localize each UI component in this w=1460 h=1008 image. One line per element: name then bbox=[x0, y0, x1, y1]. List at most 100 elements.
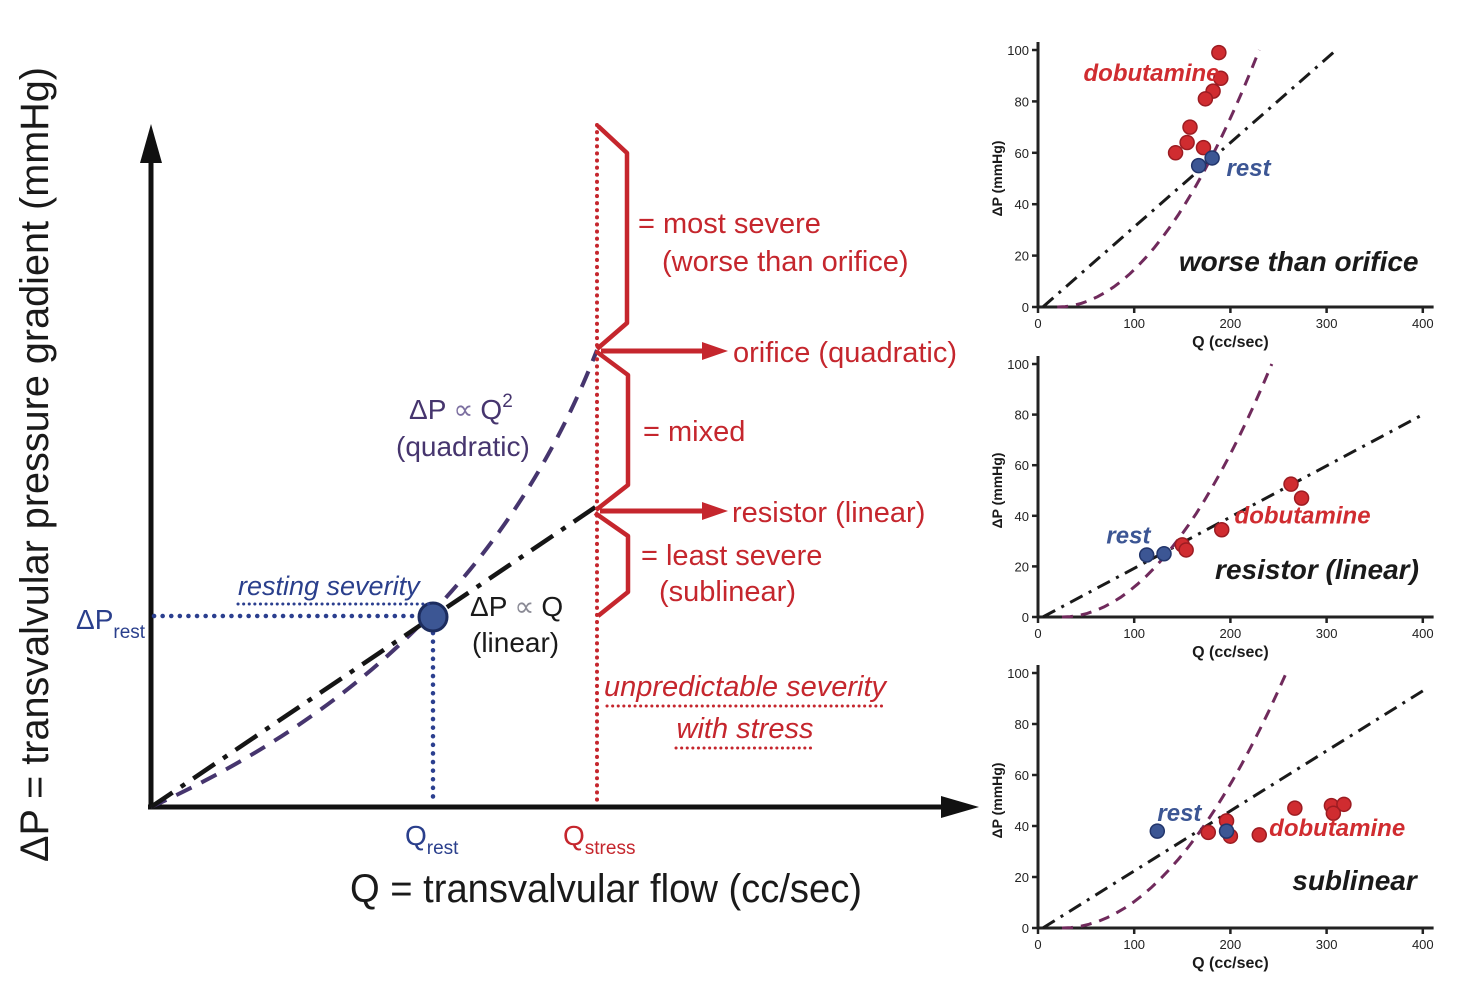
orifice-arrowhead-icon bbox=[702, 342, 728, 360]
y-tick-label: 80 bbox=[1015, 717, 1029, 732]
linear-line bbox=[149, 504, 599, 809]
linear-reference-line bbox=[1042, 413, 1424, 619]
panel-title: worse than orifice bbox=[1179, 246, 1419, 277]
q-rest-label: Qrest bbox=[405, 820, 459, 859]
y-tick-label: 20 bbox=[1015, 249, 1029, 264]
bracket-mixed bbox=[594, 350, 631, 512]
dobutamine-point bbox=[1336, 796, 1352, 813]
y-tick-label: 60 bbox=[1015, 458, 1029, 473]
main-diagram: ΔP = transvalvular pressure gradient (mm… bbox=[13, 67, 979, 911]
dobutamine-point bbox=[1213, 70, 1229, 87]
rest-label: rest bbox=[1157, 800, 1202, 827]
dobutamine-point bbox=[1213, 521, 1230, 538]
linear-reference-line bbox=[1042, 689, 1424, 930]
resistor-arrowhead-icon bbox=[702, 502, 728, 520]
dobutamine-label: dobutamine bbox=[1235, 502, 1371, 529]
panel-x-axis-label: Q (cc/sec) bbox=[1192, 644, 1268, 661]
rest-point bbox=[1156, 546, 1172, 562]
dobutamine-point bbox=[1195, 139, 1212, 156]
quadratic-formula: ΔP ∝ Q2 bbox=[409, 391, 513, 425]
y-tick-label: 80 bbox=[1015, 94, 1029, 109]
dobutamine-point bbox=[1179, 134, 1195, 151]
dobutamine-point bbox=[1293, 490, 1310, 506]
y-tick-label: 60 bbox=[1015, 146, 1029, 161]
x-tick-label: 200 bbox=[1220, 316, 1242, 331]
x-tick-label: 0 bbox=[1034, 937, 1041, 952]
dobutamine-point bbox=[1178, 542, 1194, 558]
dobutamine-label: dobutamine bbox=[1269, 815, 1405, 842]
panel-x-axis-label: Q (cc/sec) bbox=[1192, 334, 1268, 351]
unpredictable-label-2: with stress bbox=[677, 713, 814, 745]
x-tick-label: 400 bbox=[1412, 937, 1434, 952]
quadratic-reference-curve bbox=[1061, 672, 1288, 930]
rest-point bbox=[1204, 150, 1220, 166]
resting-severity-point bbox=[417, 601, 449, 633]
y-tick-label: 100 bbox=[1007, 357, 1029, 372]
dobutamine-point bbox=[1287, 800, 1303, 816]
y-tick-label: 20 bbox=[1015, 870, 1029, 885]
panel-y-axis-label: ΔP (mmHg) bbox=[989, 141, 1005, 217]
y-tick-label: 0 bbox=[1022, 300, 1029, 315]
x-tick-label: 100 bbox=[1123, 626, 1145, 641]
y-tick-label: 80 bbox=[1015, 408, 1029, 423]
dobutamine-label: dobutamine bbox=[1084, 60, 1220, 87]
y-tick-label: 40 bbox=[1015, 197, 1029, 212]
mixed-label: = mixed bbox=[643, 416, 745, 448]
least-severe-label-1: = least severe bbox=[641, 540, 822, 572]
x-tick-label: 100 bbox=[1123, 316, 1145, 331]
y-tick-label: 40 bbox=[1015, 509, 1029, 524]
dobutamine-point bbox=[1325, 805, 1342, 821]
panel-title: resistor (linear) bbox=[1215, 554, 1419, 585]
panel-resistor-linear-: 0 100 200 300 400 0 20 40 60 80 100 Q (cc/sec) ΔP (m… bbox=[989, 356, 1434, 661]
x-tick-label: 0 bbox=[1034, 626, 1041, 641]
rest-point bbox=[1218, 823, 1235, 839]
main-x-axis-label: Q = transvalvular flow (cc/sec) bbox=[350, 867, 862, 911]
y-tick-label: 40 bbox=[1015, 819, 1029, 834]
dp-rest-label: ΔPrest bbox=[76, 604, 146, 643]
y-tick-label: 0 bbox=[1022, 921, 1029, 936]
least-severe-label-2: (sublinear) bbox=[659, 576, 796, 608]
x-tick-label: 200 bbox=[1220, 626, 1242, 641]
x-tick-label: 300 bbox=[1316, 316, 1338, 331]
dobutamine-point bbox=[1211, 44, 1227, 61]
panel-title: sublinear bbox=[1292, 865, 1419, 896]
resistor-label: resistor (linear) bbox=[732, 497, 925, 529]
y-axis-arrowhead-icon bbox=[140, 124, 162, 163]
x-tick-label: 400 bbox=[1412, 316, 1434, 331]
quadratic-formula-name: (quadratic) bbox=[396, 431, 530, 462]
main-y-axis-label: ΔP = transvalvular pressure gradient (mm… bbox=[13, 67, 57, 862]
panel-y-axis-label: ΔP (mmHg) bbox=[989, 763, 1005, 839]
linear-formula: ΔP ∝ Q bbox=[470, 591, 563, 622]
bracket-least-severe bbox=[593, 511, 631, 618]
quadratic-reference-curve bbox=[1057, 49, 1261, 309]
rest-point bbox=[1149, 823, 1166, 839]
rest-point bbox=[1190, 157, 1207, 174]
dobutamine-point bbox=[1167, 145, 1184, 161]
dobutamine-point bbox=[1251, 827, 1268, 843]
dobutamine-point bbox=[1182, 119, 1198, 135]
rest-label: rest bbox=[1106, 523, 1151, 550]
y-tick-label: 0 bbox=[1022, 610, 1029, 625]
resting-severity-label: resting severity bbox=[238, 571, 421, 601]
panel-x-axis-label: Q (cc/sec) bbox=[1192, 955, 1268, 972]
most-severe-label-1: = most severe bbox=[638, 208, 821, 240]
y-tick-label: 20 bbox=[1015, 559, 1029, 574]
dobutamine-point bbox=[1200, 824, 1217, 841]
bracket-most-severe bbox=[595, 124, 630, 351]
y-tick-label: 100 bbox=[1007, 43, 1029, 58]
y-tick-label: 100 bbox=[1007, 666, 1029, 681]
x-tick-label: 0 bbox=[1034, 316, 1041, 331]
x-tick-label: 300 bbox=[1316, 626, 1338, 641]
rest-label: rest bbox=[1227, 155, 1272, 182]
dobutamine-point bbox=[1283, 476, 1299, 492]
linear-formula-name: (linear) bbox=[472, 627, 559, 658]
rest-point bbox=[1138, 547, 1155, 563]
x-axis-arrowhead-icon bbox=[941, 796, 979, 818]
x-tick-label: 400 bbox=[1412, 626, 1434, 641]
x-tick-label: 100 bbox=[1123, 937, 1145, 952]
panel-y-axis-label: ΔP (mmHg) bbox=[989, 453, 1005, 529]
orifice-label: orifice (quadratic) bbox=[733, 337, 957, 369]
linear-reference-line bbox=[1041, 48, 1338, 309]
